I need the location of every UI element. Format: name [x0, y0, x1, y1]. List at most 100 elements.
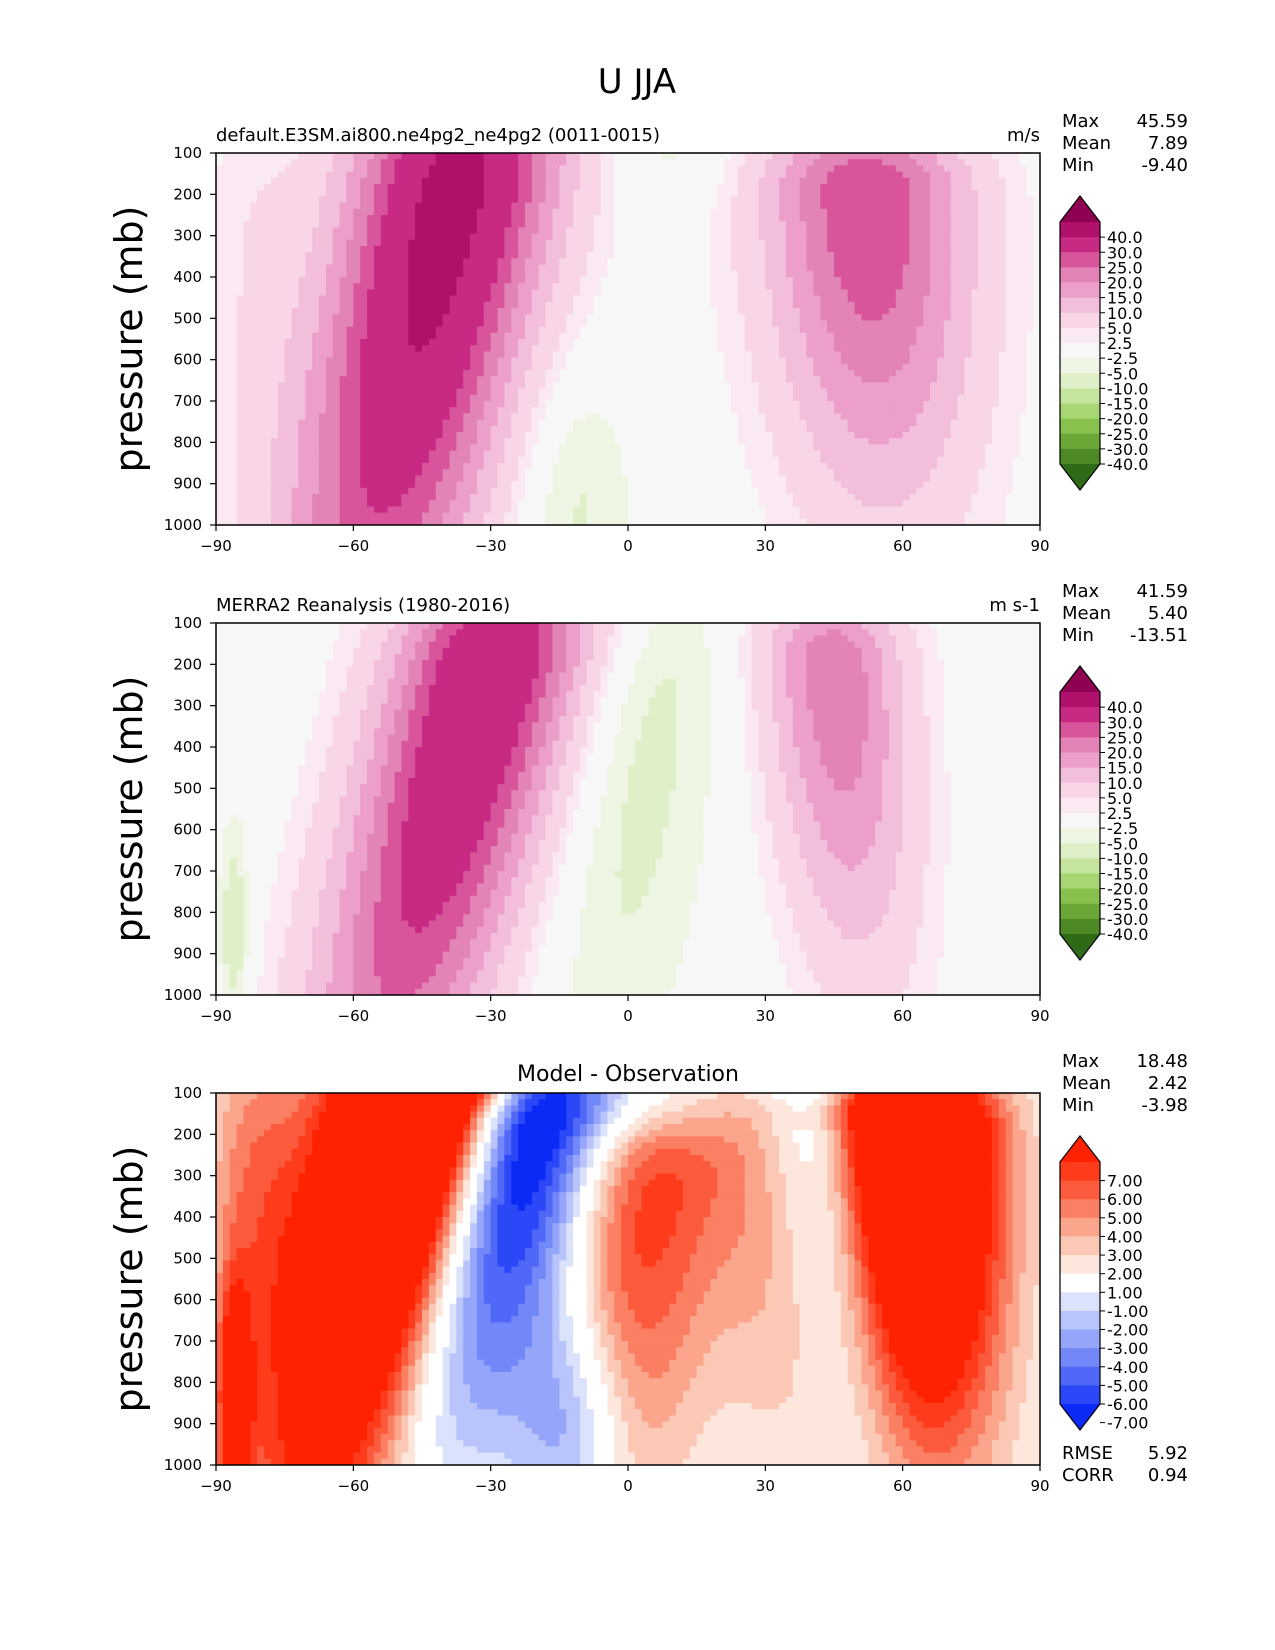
contour-cell [703, 295, 711, 303]
contour-cell [250, 314, 258, 321]
contour-cell [923, 314, 931, 321]
contour-cell [669, 363, 677, 371]
contour-cell [298, 221, 306, 228]
contour-cell [243, 345, 251, 352]
contour-cell [449, 376, 457, 383]
contour-cell [394, 295, 402, 303]
contour-cell [538, 190, 547, 197]
contour-cell [463, 215, 471, 222]
contour-cell [538, 258, 547, 266]
contour-cell [792, 394, 801, 402]
contour-cell [696, 227, 705, 235]
contour-cell [593, 264, 602, 272]
contour-cell [463, 177, 471, 185]
contour-cell [1033, 376, 1040, 383]
contour-cell [641, 363, 650, 371]
contour-cell [497, 407, 505, 414]
contour-cell [634, 295, 643, 303]
contour-cell [923, 308, 931, 315]
contour-cell [1033, 277, 1040, 284]
contour-cell [662, 394, 670, 402]
contour-cell [834, 239, 842, 247]
contour-cell [930, 246, 938, 253]
contour-cell [634, 270, 643, 278]
contour-cell [552, 159, 560, 166]
contour-cell [525, 171, 533, 179]
contour-cell [497, 339, 505, 346]
contour-cell [923, 177, 931, 185]
contour-cell [559, 171, 567, 179]
contour-cell [449, 208, 457, 216]
contour-cell [367, 320, 375, 328]
contour-cell [957, 171, 966, 179]
contour-cell [332, 332, 341, 340]
contour-cell [559, 345, 567, 352]
contour-cell [957, 159, 966, 166]
contour-cell [765, 202, 773, 210]
contour-cell [943, 177, 952, 185]
contour-cell [937, 258, 945, 266]
contour-cell [888, 326, 897, 334]
contour-cell [641, 159, 650, 166]
contour-cell [497, 363, 505, 371]
contour-cell [422, 357, 430, 365]
contour-cell [875, 246, 883, 253]
contour-cell [868, 177, 876, 185]
contour-cell [545, 301, 554, 309]
contour-cell [476, 320, 485, 328]
contour-cell [243, 165, 251, 173]
contour-cell [950, 252, 959, 259]
contour-cell [669, 196, 677, 204]
contour-cell [339, 357, 348, 365]
contour-cell [346, 351, 354, 359]
contour-cell [943, 283, 952, 290]
contour-cell [820, 320, 828, 328]
contour-cell [731, 258, 739, 266]
contour-cell [415, 277, 423, 284]
contour-cell [298, 246, 306, 253]
contour-cell [751, 376, 760, 383]
contour-cell [531, 332, 540, 340]
contour-cell [422, 314, 430, 321]
contour-cell [476, 332, 485, 340]
contour-cell [710, 264, 718, 272]
contour-cell [394, 264, 402, 272]
contour-cell [401, 320, 409, 328]
contour-cell [222, 401, 231, 408]
contour-cell [442, 252, 451, 259]
contour-cell [394, 407, 402, 414]
contour-cell [600, 308, 608, 315]
contour-cell [422, 277, 430, 284]
contour-cell [669, 370, 677, 377]
contour-cell [216, 196, 224, 204]
contour-cell [744, 171, 753, 179]
contour-cell [792, 345, 801, 352]
contour-cell [840, 357, 849, 365]
contour-cell [305, 233, 313, 241]
contour-cell [696, 295, 705, 303]
contour-cell [435, 301, 444, 309]
contour-cell [250, 258, 258, 266]
contour-cell [298, 394, 306, 402]
contour-cell [703, 270, 711, 278]
contour-cell [319, 184, 327, 191]
contour-cell [902, 202, 911, 210]
contour-cell [971, 320, 979, 328]
contour-cell [346, 295, 354, 303]
contour-cell [662, 270, 670, 278]
contour-cell [648, 376, 657, 383]
contour-cell [751, 320, 760, 328]
contour-cell [950, 246, 959, 253]
contour-cell [861, 289, 869, 297]
contour-cell [820, 202, 828, 210]
contour-cell [724, 208, 732, 216]
contour-cell [710, 277, 718, 284]
contour-cell [840, 289, 849, 297]
contour-cell [641, 308, 650, 315]
contour-cell [799, 289, 808, 297]
contour-cell [985, 339, 993, 346]
contour-cell [1033, 270, 1040, 278]
contour-cell [875, 283, 883, 290]
contour-cell [607, 227, 615, 235]
contour-cell [531, 295, 540, 303]
